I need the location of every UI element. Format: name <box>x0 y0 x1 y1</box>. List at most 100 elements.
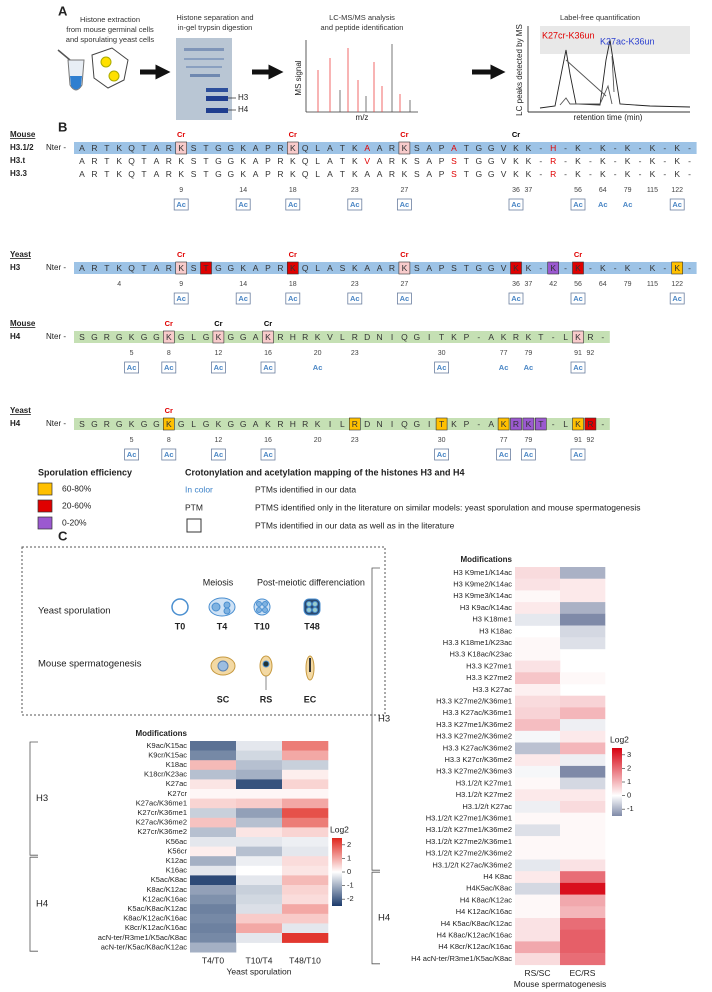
residue: K <box>650 263 656 273</box>
residue: K <box>526 332 532 342</box>
residue: A <box>377 263 383 273</box>
heatmap-cell <box>560 941 606 954</box>
position: 37 <box>525 187 533 194</box>
residue: - <box>564 263 567 273</box>
colorbar-tick-label: 0 <box>347 867 351 876</box>
step-text: Histone separation and <box>176 13 253 22</box>
row-label: H3.1/2/t K27me2/K36me1 <box>426 837 512 846</box>
residue: T <box>104 169 109 179</box>
band-label: H4 <box>238 105 249 114</box>
residue: G <box>215 156 222 166</box>
group-bracket <box>371 871 380 965</box>
colorbar-label: Log2 <box>330 824 349 834</box>
legend-label: 0-20% <box>62 517 87 527</box>
heatmap-cell <box>515 719 561 732</box>
heatmap-cell <box>282 808 329 819</box>
residue: G <box>227 263 234 273</box>
position: 64 <box>599 281 607 288</box>
step-text: in-gel trypsin digestion <box>178 23 253 32</box>
heatmap-cell <box>236 846 283 857</box>
position: 79 <box>525 437 533 444</box>
position: 77 <box>500 437 508 444</box>
heatmap-cell <box>515 941 561 954</box>
residue: K <box>600 156 606 166</box>
residue: L <box>191 419 196 429</box>
residue: K <box>290 169 296 179</box>
heatmap-cell <box>282 760 329 771</box>
residue: G <box>116 332 123 342</box>
heatmap-cell <box>515 789 561 802</box>
position: 77 <box>500 350 508 357</box>
x-label: Mouse spermatogenesis <box>514 979 607 989</box>
cr-mark: Cr <box>574 250 582 259</box>
heatmap-cell <box>560 672 606 685</box>
heatmap-cell <box>282 817 329 828</box>
residue: R <box>352 419 358 429</box>
position: 122 <box>671 187 683 194</box>
histone-name: H3.t <box>10 156 25 165</box>
heatmap-cell <box>236 769 283 780</box>
residue: G <box>215 263 222 273</box>
row-label: K18ac <box>166 760 188 769</box>
ac-box <box>161 448 177 461</box>
position: 14 <box>239 187 247 194</box>
cr-mark: Cr <box>512 130 520 139</box>
residue: - <box>639 156 642 166</box>
residue: A <box>253 419 259 429</box>
residue: K <box>526 263 532 273</box>
heatmap-cell <box>190 779 237 790</box>
residue: L <box>191 332 196 342</box>
heatmap-cell <box>560 637 606 650</box>
heatmap-cell <box>515 707 561 720</box>
row-label: K27ac <box>166 779 188 788</box>
heatmap-cell <box>515 730 561 743</box>
ac-mark: Ac <box>437 363 447 372</box>
axis-label: MS signal <box>294 60 303 95</box>
position: 36 <box>512 281 520 288</box>
residue: - <box>663 169 666 179</box>
stage: T4 <box>217 621 228 631</box>
heatmap-cell <box>282 789 329 799</box>
row-label: H3 K9me3/K14ac <box>453 591 512 600</box>
residue: S <box>414 156 420 166</box>
step-text: and peptide identification <box>321 23 404 32</box>
heatmap-cell <box>236 808 283 819</box>
residue: A <box>154 169 160 179</box>
heatmap-cell <box>282 875 329 886</box>
residue: K <box>501 332 507 342</box>
species: Yeast <box>10 406 31 415</box>
residue: T <box>340 169 345 179</box>
residue: L <box>563 332 568 342</box>
residue: G <box>227 169 234 179</box>
residue: T <box>203 263 208 273</box>
residue: K <box>315 419 321 429</box>
residue: Q <box>128 143 135 153</box>
histone-name: H3.1/2 <box>10 143 34 152</box>
ac-mark: Ac <box>511 200 521 209</box>
heatmap-cell <box>282 846 329 857</box>
residue: - <box>688 263 691 273</box>
heatmap-cell <box>190 741 237 751</box>
residue: R <box>302 419 308 429</box>
heatmap-cell <box>515 590 561 603</box>
residue: K <box>178 263 184 273</box>
row-label: K9cr/K15ac <box>148 750 187 759</box>
residue: G <box>203 332 210 342</box>
residue: K <box>575 143 581 153</box>
step-text: from mouse germinal cells <box>66 25 154 34</box>
heatmap-cell <box>515 894 561 907</box>
ac-box <box>260 361 276 374</box>
residue: P <box>464 332 470 342</box>
residue: R <box>91 143 97 153</box>
residue: K <box>402 143 408 153</box>
heatmap-cell <box>282 827 329 838</box>
heatmap-cell <box>515 754 561 767</box>
histone-name: H4 <box>10 332 21 341</box>
row-label: H4 K8ac/K12ac/K16ac <box>437 931 513 940</box>
ac-mark: Ac <box>437 450 447 459</box>
residue: - <box>539 169 542 179</box>
row-label: K56cr <box>167 846 187 855</box>
position: 12 <box>215 437 223 444</box>
row-label: H3.1/2/t K27me1/K36me1 <box>426 814 512 823</box>
heatmap-cell <box>560 847 606 860</box>
